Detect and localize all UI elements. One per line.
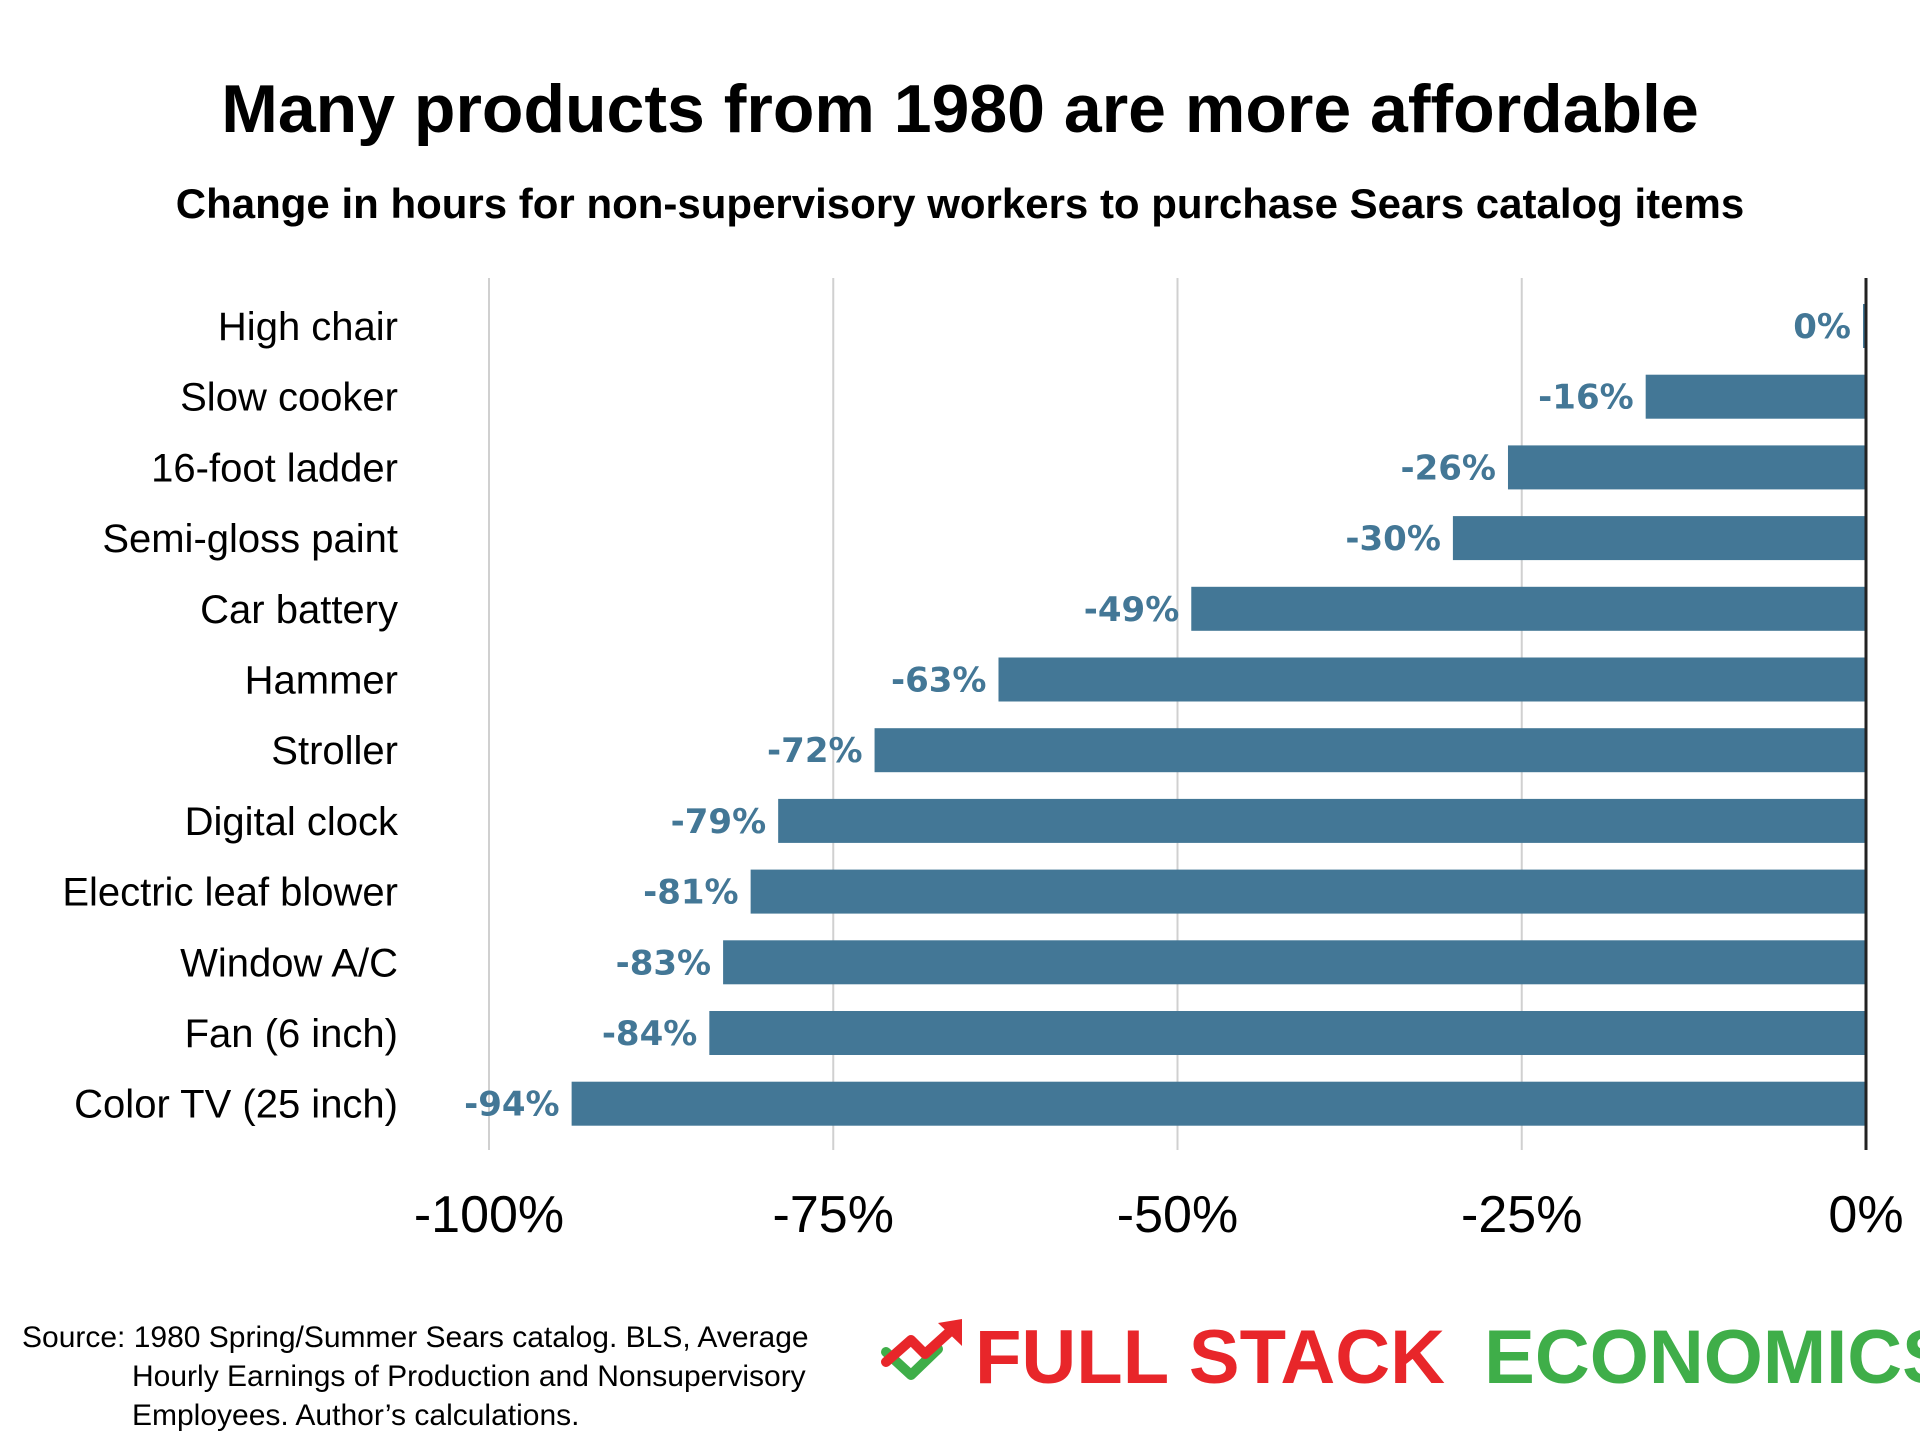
x-tick-label: -75% <box>773 1186 894 1244</box>
source-line-2: Hourly Earnings of Production and Nonsup… <box>132 1360 806 1393</box>
data-label: -72% <box>767 731 863 771</box>
x-tick-label: -50% <box>1117 1186 1238 1244</box>
bar <box>723 940 1866 985</box>
category-label: Car battery <box>200 588 398 632</box>
category-label: Semi-gloss paint <box>102 517 398 561</box>
bar <box>709 1011 1866 1055</box>
data-label: -16% <box>1538 378 1634 418</box>
data-label: 0% <box>1793 307 1851 347</box>
bar <box>1645 374 1866 419</box>
data-label: -79% <box>671 802 767 842</box>
gridlines <box>488 278 1523 1150</box>
data-label: -26% <box>1400 448 1496 488</box>
bars <box>571 304 1867 1126</box>
category-label: Slow cooker <box>180 376 398 420</box>
category-labels: High chair Slow cooker 16-foot ladder Semi-… <box>62 305 399 1127</box>
category-label: Window A/C <box>180 941 398 985</box>
bar <box>750 869 1866 914</box>
x-tick-label: -100% <box>414 1186 564 1244</box>
bar <box>874 728 1866 773</box>
data-label: -81% <box>643 873 739 913</box>
data-label: -63% <box>891 661 987 701</box>
category-label: Digital clock <box>185 800 399 844</box>
x-tick-label: 0% <box>1828 1186 1903 1244</box>
trending-up-arrow-icon <box>881 1319 962 1380</box>
bar <box>1507 445 1866 490</box>
brand-name-part-2: ECONOMICS <box>1484 1315 1920 1400</box>
category-label: Hammer <box>245 659 398 703</box>
brand-logo: FULL STACK ECONOMICS <box>881 1315 1920 1400</box>
bar <box>571 1081 1866 1126</box>
bar <box>1452 516 1866 561</box>
data-label: -84% <box>602 1014 698 1054</box>
data-label: -83% <box>616 943 712 983</box>
source-note: Source: 1980 Spring/Summer Sears catalog… <box>22 1321 809 1432</box>
x-axis-ticks: -100% -75% -50% -25% 0% <box>414 1186 1904 1244</box>
category-label: 16-foot ladder <box>151 446 398 490</box>
data-labels: 0% -16% -26% -30% -49% -63% -72%-79% -81% -83% -8… <box>464 307 1851 1125</box>
source-line-1: Source: 1980 Spring/Summer Sears catalog… <box>22 1321 809 1354</box>
data-label: -94% <box>464 1085 560 1125</box>
data-label: -30% <box>1345 519 1441 559</box>
category-label: Fan (6 inch) <box>185 1012 398 1056</box>
category-label: Stroller <box>271 729 398 773</box>
category-label: Electric leaf blower <box>62 871 398 915</box>
brand-name: FULL STACK ECONOMICS <box>975 1315 1920 1400</box>
data-label: -49% <box>1084 590 1180 630</box>
category-label: Color TV (25 inch) <box>74 1083 398 1127</box>
brand-name-part-1: FULL STACK <box>975 1315 1445 1400</box>
chart-subtitle: Change in hours for non-supervisory work… <box>176 180 1744 227</box>
category-label: High chair <box>218 305 398 349</box>
x-tick-label: -25% <box>1461 1186 1582 1244</box>
bar <box>998 657 1866 702</box>
bar <box>778 798 1867 843</box>
bar <box>1191 586 1866 631</box>
source-line-3: Employees. Author’s calculations. <box>132 1399 579 1432</box>
chart-title: Many products from 1980 are more afforda… <box>221 71 1699 147</box>
